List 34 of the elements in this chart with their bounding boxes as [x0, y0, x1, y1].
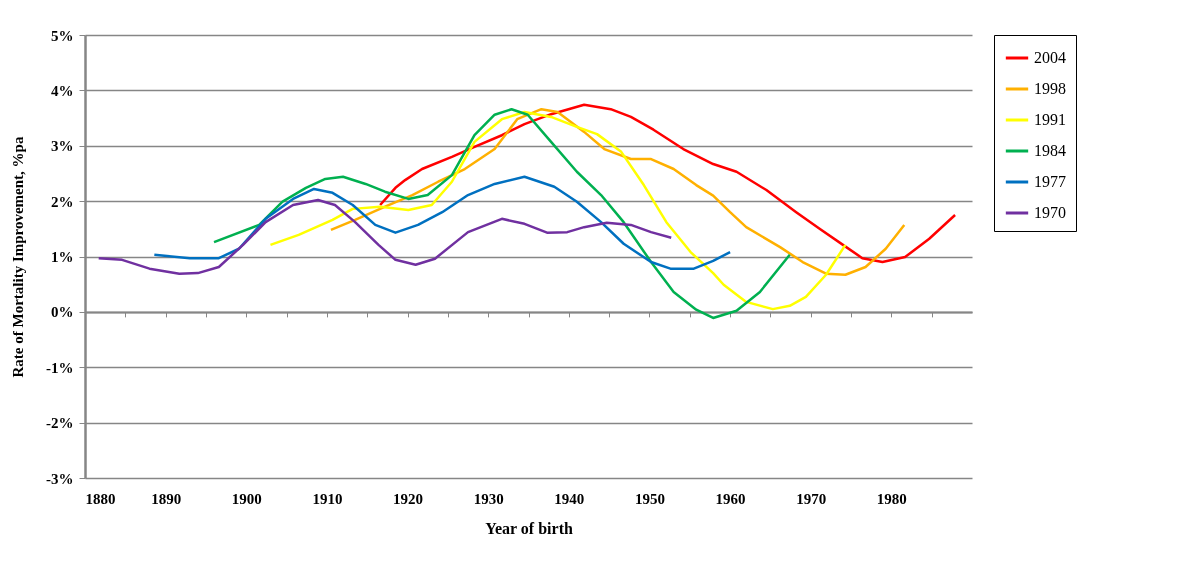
y-tick-label: -1% [46, 359, 74, 376]
line-series [97, 198, 673, 275]
line-series [212, 107, 792, 320]
y-tick-label: 2% [51, 193, 74, 210]
legend-label: 1984 [1034, 142, 1066, 159]
legend-label: 1998 [1034, 80, 1066, 97]
y-tick-label: 3% [51, 138, 74, 155]
x-axis-title: Year of birth [485, 519, 573, 537]
line-series [269, 110, 847, 311]
y-tick-label: 4% [51, 82, 74, 99]
y-tick-label: 0% [51, 304, 74, 321]
x-tick-label: 1960 [715, 490, 746, 507]
x-tick-label: 1930 [473, 490, 504, 507]
y-tick-label: -3% [46, 470, 74, 487]
y-tick-label: 1% [51, 249, 74, 265]
legend-label: 2004 [1034, 49, 1066, 66]
legend-label: 1977 [1034, 173, 1066, 190]
line-series [329, 107, 906, 277]
y-tick-label: 5% [51, 27, 74, 44]
legend-label: 1970 [1034, 204, 1066, 221]
line-series [378, 103, 957, 264]
line-series [153, 175, 732, 270]
x-tick-label: 1950 [634, 490, 665, 507]
y-tick-label: -2% [46, 415, 74, 432]
x-tick-label: 1910 [312, 490, 343, 507]
x-tick-label: 1970 [796, 490, 827, 507]
legend-label: 1991 [1034, 111, 1066, 128]
x-tick-label: 1900 [231, 490, 262, 507]
y-axis-title: Rate of Mortality Improvement, %pa [10, 136, 26, 378]
x-tick-label: 1890 [151, 490, 182, 507]
x-tick-label: 1920 [393, 490, 424, 507]
x-tick-label: 1940 [554, 490, 585, 507]
x-tick-label: 1980 [876, 490, 907, 507]
x-tick-label: 1880 [85, 490, 116, 507]
